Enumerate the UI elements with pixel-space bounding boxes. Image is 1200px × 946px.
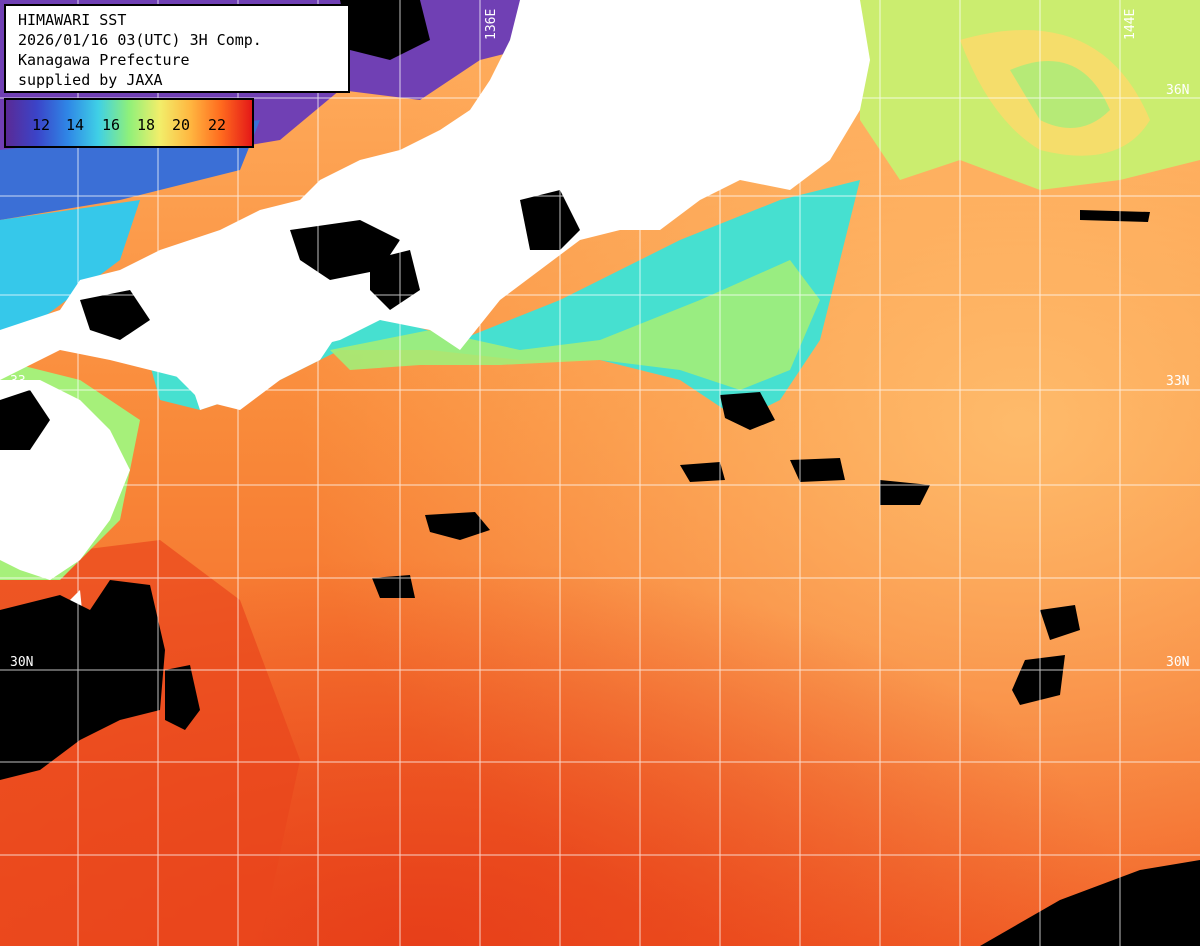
colorbar-tick-20: 20 [172,116,191,134]
lon-label-136e: 136E [484,8,499,40]
lat-label-30n-right: 30N [1166,655,1190,670]
cloud-mask-c [372,575,415,598]
lon-label-144e: 144E [1123,8,1138,40]
lat-label-33n-left: 33 [10,374,26,389]
colorbar-tick-14: 14 [66,116,85,134]
nodata-inland-1 [80,290,150,340]
land-shikoku [160,290,340,410]
sea-eddy-core [1010,61,1110,128]
caption-title: HIMAWARI SST [18,11,127,29]
land-boso [780,100,845,170]
cloud-mask-g [1040,605,1080,640]
cloud-mask-sw-2 [165,665,200,730]
sst-colorbar: 12 14 16 18 20 22 [4,98,254,148]
nodata-inland-4 [520,190,580,250]
sea-cold-west [0,200,140,340]
sea-mild-coastal [330,260,820,390]
nodata-north [340,0,430,60]
nodata-kyushu-bay [0,390,50,450]
caption-timestamp: 2026/01/16 03(UTC) 3H Comp. [18,31,262,49]
cloud-mask-southwest [0,580,165,780]
cloud-mask-e [790,458,845,482]
lat-label-36n: 36N [1166,83,1190,98]
cloud-mask-h [1012,655,1065,705]
colorbar-tick-12: 12 [32,116,51,134]
lat-label-30n-left: 30N [10,655,34,670]
caption-source: supplied by JAXA [18,71,163,89]
cloud-mask-d [680,462,725,482]
caption-region: Kanagawa Prefecture [18,51,190,69]
colorbar-tick-18: 18 [137,116,156,134]
colorbar-tick-22: 22 [208,116,227,134]
cloud-mask-southeast [980,860,1200,946]
cloud-mask-b [425,512,490,540]
map-caption: HIMAWARI SST 2026/01/16 03(UTC) 3H Comp.… [4,4,350,93]
colorbar-tick-16: 16 [102,116,121,134]
cloud-mask-i [1080,210,1150,222]
lat-label-33n-right: 33N [1166,374,1190,389]
cloud-mask-a [720,392,775,430]
cloud-mask-f [880,480,930,505]
